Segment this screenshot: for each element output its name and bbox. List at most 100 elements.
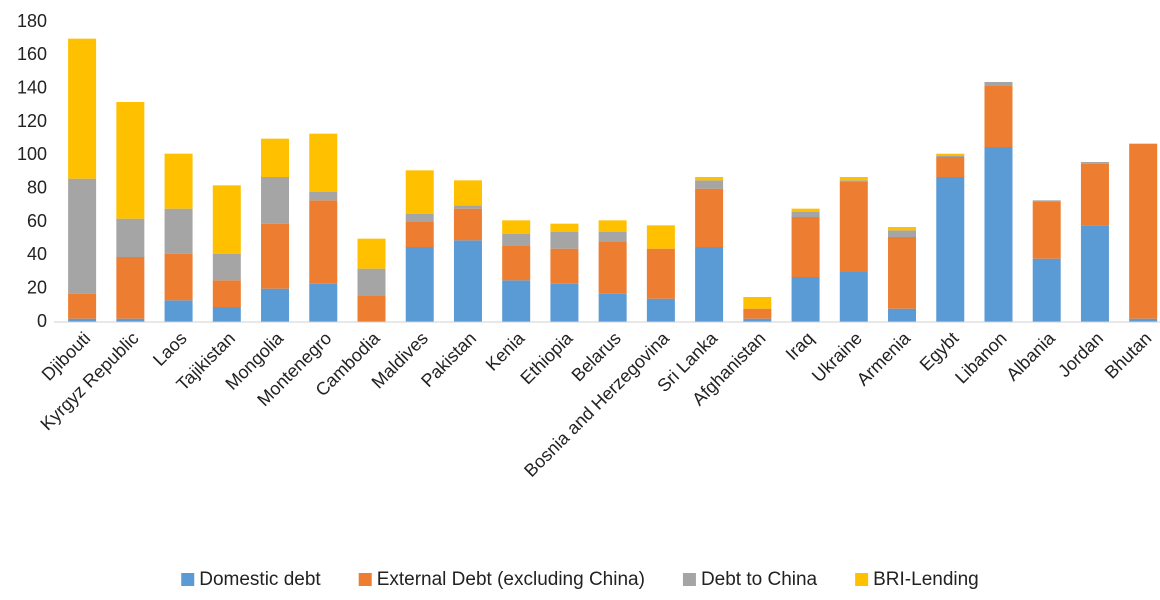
bar-segment — [309, 200, 338, 284]
bar-segment — [646, 248, 675, 299]
bar-segment — [68, 318, 97, 322]
bar-segment — [1080, 163, 1109, 226]
bar-segment — [839, 180, 868, 182]
legend-label: BRI-Lending — [873, 569, 979, 590]
bar-segment — [743, 297, 772, 309]
bar-segment — [1080, 162, 1109, 164]
bar-segment — [212, 307, 241, 322]
bar-segment — [164, 300, 193, 322]
bar-segment — [936, 153, 965, 156]
bar-segment — [695, 177, 724, 181]
bar-segment — [212, 185, 241, 254]
bar-segment — [888, 227, 917, 231]
bar-segment — [502, 280, 531, 322]
y-tick-label: 140 — [17, 77, 47, 97]
bar-segment — [502, 220, 531, 234]
x-tick-label: Egybt — [916, 328, 963, 375]
bar-segment — [68, 293, 97, 319]
x-tick-label: Jordan — [1054, 328, 1107, 381]
bar-segment — [888, 230, 917, 237]
bar-segment — [68, 178, 97, 294]
bar-segment — [598, 293, 627, 322]
bar-segment — [791, 217, 820, 277]
bar-segment — [164, 253, 193, 301]
bar-segment — [405, 170, 434, 214]
y-tick-label: 180 — [17, 11, 47, 31]
bar-segment — [309, 283, 338, 322]
legend-label: Domestic debt — [199, 569, 321, 590]
bar-segment — [1129, 318, 1158, 322]
x-tick-label: Laos — [149, 328, 191, 370]
bar-segment — [791, 277, 820, 322]
bar-segment — [164, 153, 193, 209]
x-tick-label: Iraq — [782, 328, 818, 364]
legend-swatch — [682, 573, 696, 586]
bar-segment — [261, 288, 290, 322]
legend-label: Debt to China — [701, 569, 818, 590]
bar-segment — [550, 232, 579, 249]
bar-segment — [743, 318, 772, 322]
bar-segment — [598, 232, 627, 242]
bar-segment — [598, 220, 627, 232]
bar-segment — [791, 212, 820, 217]
bar-segment — [550, 248, 579, 284]
legend-swatch — [855, 573, 869, 586]
bar-segment — [695, 188, 724, 247]
y-tick-label: 160 — [17, 44, 47, 64]
bar-segment — [1032, 200, 1061, 202]
x-tick-label: Armenia — [853, 327, 915, 389]
bar-segment — [405, 247, 434, 322]
x-tick-label: Bhutan — [1101, 328, 1155, 382]
bar-segment — [261, 138, 290, 177]
bar-segment — [357, 268, 386, 296]
y-tick-label: 20 — [27, 277, 47, 297]
bar-segment — [116, 218, 145, 257]
x-tick-label: Albania — [1002, 327, 1059, 384]
bar-segment — [68, 38, 97, 179]
bar-segment — [695, 247, 724, 322]
bar-segment — [936, 177, 965, 322]
y-tick-label: 0 — [37, 311, 47, 331]
bar-segment — [502, 245, 531, 281]
bar-segment — [261, 223, 290, 289]
bar-segment — [502, 233, 531, 246]
bar-segment — [116, 318, 145, 322]
bar-segment — [164, 208, 193, 254]
y-tick-label: 60 — [27, 211, 47, 231]
bar-segment — [743, 308, 772, 319]
bar-segment — [888, 237, 917, 309]
x-tick-label: Ethiopia — [516, 327, 577, 388]
bar-segment — [261, 177, 290, 224]
bar-segment — [646, 298, 675, 322]
bar-segment — [453, 208, 482, 241]
bar-segment — [453, 180, 482, 206]
bar-segment — [453, 240, 482, 322]
y-tick-label: 100 — [17, 144, 47, 164]
bar-segment — [453, 205, 482, 209]
bar-segment — [646, 225, 675, 249]
y-tick-label: 80 — [27, 177, 47, 197]
bar-segment — [984, 82, 1013, 86]
y-tick-label: 40 — [27, 244, 47, 264]
bar-segment — [405, 222, 434, 247]
bar-segment — [1129, 143, 1158, 319]
bar-segment — [1080, 225, 1109, 322]
bar-segment — [405, 213, 434, 222]
bar-segment — [357, 238, 386, 269]
bar-segment — [839, 177, 868, 181]
y-tick-label: 120 — [17, 111, 47, 131]
bar-segment — [936, 157, 965, 177]
bar-segment — [1032, 258, 1061, 322]
x-tick-label: Libanon — [951, 328, 1010, 387]
bar-segment — [936, 155, 965, 157]
legend-swatch — [181, 573, 195, 586]
bar-segment — [839, 182, 868, 272]
legend-label: External Debt (excluding China) — [377, 569, 645, 590]
bar-segment — [550, 283, 579, 322]
bar-segment — [1032, 202, 1061, 259]
bar-segment — [116, 102, 145, 219]
bar-segment — [984, 85, 1013, 147]
legend-swatch — [358, 573, 372, 586]
bar-segment — [309, 133, 338, 192]
